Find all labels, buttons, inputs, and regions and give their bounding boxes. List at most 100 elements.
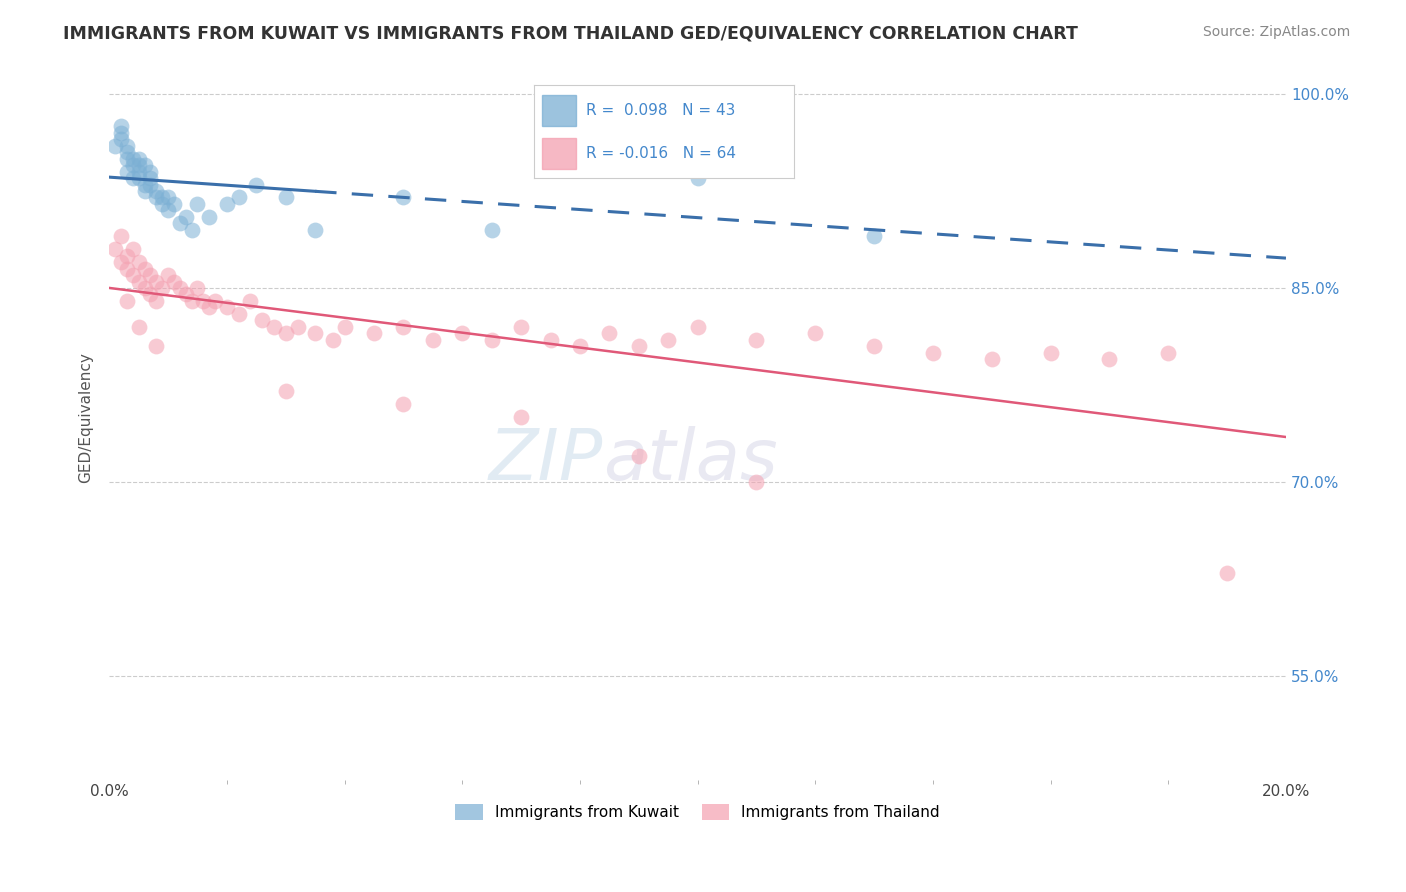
Point bbox=[392, 319, 415, 334]
Point bbox=[804, 326, 827, 341]
Text: Source: ZipAtlas.com: Source: ZipAtlas.com bbox=[1202, 25, 1350, 39]
Point bbox=[1216, 566, 1239, 580]
Point bbox=[121, 171, 143, 186]
Point bbox=[145, 190, 167, 204]
Point bbox=[150, 281, 173, 295]
Point bbox=[451, 326, 474, 341]
Point bbox=[1039, 345, 1062, 359]
Point bbox=[215, 301, 238, 315]
Point bbox=[115, 138, 138, 153]
Point bbox=[392, 190, 415, 204]
Point bbox=[139, 171, 162, 186]
Point bbox=[128, 164, 150, 178]
Point bbox=[250, 313, 273, 327]
Point bbox=[627, 339, 650, 353]
Point bbox=[174, 287, 197, 301]
Point bbox=[363, 326, 385, 341]
Point bbox=[510, 319, 533, 334]
Y-axis label: GED/Equivalency: GED/Equivalency bbox=[79, 352, 93, 483]
Point bbox=[121, 242, 143, 256]
Point bbox=[657, 333, 679, 347]
Point bbox=[422, 333, 444, 347]
Point bbox=[263, 319, 285, 334]
Point bbox=[150, 197, 173, 211]
Point bbox=[115, 145, 138, 160]
Point bbox=[322, 333, 344, 347]
Point bbox=[180, 223, 202, 237]
Point bbox=[481, 223, 503, 237]
Point bbox=[980, 352, 1002, 367]
Legend: Immigrants from Kuwait, Immigrants from Thailand: Immigrants from Kuwait, Immigrants from … bbox=[449, 798, 946, 826]
Point bbox=[104, 138, 127, 153]
Point bbox=[145, 184, 167, 198]
Point bbox=[121, 152, 143, 166]
Point bbox=[121, 268, 143, 282]
Point bbox=[115, 152, 138, 166]
Point bbox=[333, 319, 356, 334]
Point bbox=[104, 242, 127, 256]
Point bbox=[128, 158, 150, 172]
Point bbox=[134, 184, 156, 198]
Text: R =  0.098   N = 43: R = 0.098 N = 43 bbox=[586, 103, 735, 118]
Point bbox=[239, 293, 262, 308]
Point bbox=[304, 326, 326, 341]
Point bbox=[686, 319, 709, 334]
Point bbox=[115, 261, 138, 276]
Point bbox=[110, 120, 132, 134]
Point bbox=[186, 281, 208, 295]
Point bbox=[568, 339, 591, 353]
Text: IMMIGRANTS FROM KUWAIT VS IMMIGRANTS FROM THAILAND GED/EQUIVALENCY CORRELATION C: IMMIGRANTS FROM KUWAIT VS IMMIGRANTS FRO… bbox=[63, 25, 1078, 43]
Point bbox=[128, 255, 150, 269]
Point bbox=[245, 178, 267, 192]
Point bbox=[145, 275, 167, 289]
Point bbox=[157, 190, 180, 204]
Bar bbox=[543, 138, 576, 169]
Point bbox=[745, 333, 768, 347]
Point bbox=[128, 275, 150, 289]
Point bbox=[110, 229, 132, 244]
Point bbox=[121, 158, 143, 172]
Point bbox=[204, 293, 226, 308]
Point bbox=[922, 345, 945, 359]
Point bbox=[145, 339, 167, 353]
Bar bbox=[543, 95, 576, 126]
Point bbox=[186, 197, 208, 211]
Point bbox=[180, 293, 202, 308]
Point bbox=[145, 293, 167, 308]
Point bbox=[169, 216, 191, 230]
Point bbox=[598, 326, 620, 341]
Point bbox=[134, 281, 156, 295]
Text: atlas: atlas bbox=[603, 426, 778, 495]
Point bbox=[110, 255, 132, 269]
Point bbox=[174, 210, 197, 224]
Point bbox=[745, 475, 768, 489]
Point bbox=[169, 281, 191, 295]
Point bbox=[115, 249, 138, 263]
Point bbox=[139, 287, 162, 301]
Point bbox=[686, 171, 709, 186]
Point bbox=[150, 190, 173, 204]
Point bbox=[392, 397, 415, 411]
Point bbox=[287, 319, 309, 334]
Point bbox=[115, 293, 138, 308]
Point bbox=[134, 261, 156, 276]
Point bbox=[163, 197, 186, 211]
Point bbox=[228, 307, 250, 321]
Point bbox=[198, 301, 221, 315]
Point bbox=[274, 326, 297, 341]
Point bbox=[157, 203, 180, 218]
Point bbox=[139, 164, 162, 178]
Point bbox=[540, 333, 562, 347]
Point bbox=[1098, 352, 1121, 367]
Point bbox=[139, 178, 162, 192]
Point bbox=[304, 223, 326, 237]
Point bbox=[110, 132, 132, 146]
Point bbox=[274, 384, 297, 399]
Text: R = -0.016   N = 64: R = -0.016 N = 64 bbox=[586, 145, 737, 161]
Point bbox=[128, 171, 150, 186]
Point bbox=[228, 190, 250, 204]
Point bbox=[1157, 345, 1180, 359]
Point bbox=[128, 319, 150, 334]
Point bbox=[110, 126, 132, 140]
Point bbox=[134, 158, 156, 172]
